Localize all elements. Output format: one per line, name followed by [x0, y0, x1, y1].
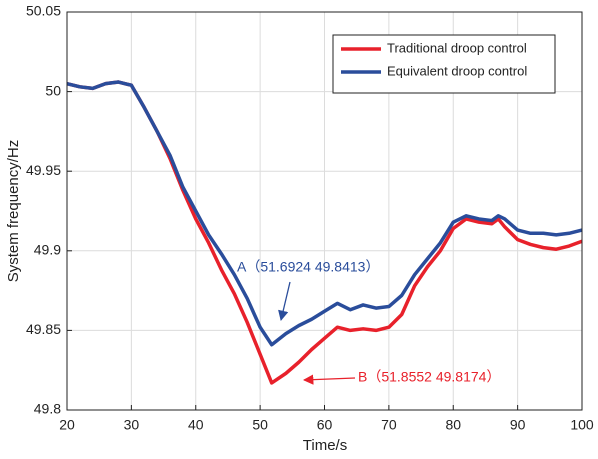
y-tick-label: 49.95 [26, 162, 61, 178]
plot-frame [66, 11, 583, 411]
arrow-a [278, 281, 291, 322]
y-axis-label: System frequency/Hz [5, 140, 22, 283]
x-tick-label: 40 [188, 417, 204, 433]
x-tick-label: 30 [124, 417, 140, 433]
legend-label: Equivalent droop control [387, 63, 527, 78]
arrow-b [302, 374, 356, 385]
legend-box [332, 34, 556, 94]
y-tick-label: 50 [45, 82, 61, 98]
y-tick-label: 49.9 [34, 242, 61, 258]
x-tick-label: 60 [317, 417, 333, 433]
y-tick-label: 49.85 [26, 321, 61, 337]
x-axis-label: Time/s [303, 437, 347, 454]
x-tick-label: 20 [59, 417, 75, 433]
annotation-b: B（51.8552 49.8174） [358, 369, 500, 385]
x-tick-label: 70 [381, 417, 397, 433]
x-tick-label: 80 [445, 417, 461, 433]
x-tick-label: 100 [570, 417, 594, 433]
x-tick-label: 50 [252, 417, 268, 433]
y-tick-label: 50.05 [26, 3, 61, 19]
y-tick-label: 49.8 [34, 401, 61, 417]
annotation-a: A（51.6924 49.8413） [237, 259, 379, 275]
legend-label: Traditional droop control [387, 40, 527, 55]
series-line [66, 80, 583, 347]
x-tick-label: 90 [510, 417, 526, 433]
